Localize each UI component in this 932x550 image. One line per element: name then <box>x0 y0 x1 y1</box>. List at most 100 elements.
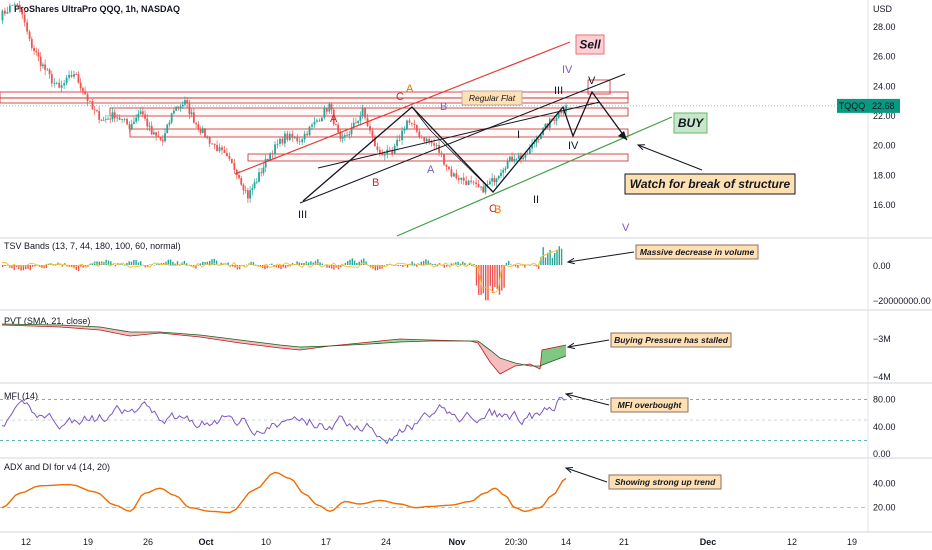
candle-body <box>274 144 276 155</box>
tsv-bar <box>521 265 524 266</box>
tsv-bar <box>229 265 232 266</box>
tsv-bar <box>395 265 397 266</box>
pvt-note-box[interactable] <box>610 332 732 348</box>
candle-body <box>153 132 155 135</box>
time-tick-label: 12 <box>787 537 797 547</box>
candle-body <box>296 137 299 142</box>
candle-body <box>383 154 386 156</box>
tsv-bar <box>215 260 218 265</box>
tsv-bar <box>434 263 436 265</box>
last-price-value: 22.68 <box>872 101 895 111</box>
tsv-bar <box>213 258 215 265</box>
tsv-bar <box>312 262 314 265</box>
candle-body <box>493 178 496 183</box>
wave-label-c: C <box>396 91 404 103</box>
regular-flat-label-box[interactable] <box>461 90 523 106</box>
candle-body <box>30 39 33 48</box>
resistance-zone[interactable] <box>0 91 629 99</box>
candle-body <box>104 119 107 120</box>
candle-body <box>369 126 371 131</box>
tsv-bar <box>287 265 289 267</box>
sell-label-box[interactable] <box>575 34 605 55</box>
candle-body <box>216 144 218 152</box>
candle-body <box>11 4 14 6</box>
tsv-bar <box>64 263 66 265</box>
candle-body <box>211 143 214 145</box>
candle-body <box>266 158 269 161</box>
adx-note-box[interactable] <box>608 474 722 490</box>
candle-body <box>371 130 374 137</box>
last-price-badge[interactable] <box>868 98 900 113</box>
candle-body <box>376 146 379 150</box>
tsv-bar <box>169 259 172 265</box>
candle-body <box>8 5 11 13</box>
price-tick-label: 28.00 <box>873 22 896 32</box>
candle-body <box>328 104 331 112</box>
pvt-fill-green-2 <box>540 345 566 369</box>
tsv-bar <box>130 261 133 265</box>
volume-note-box[interactable] <box>635 244 759 260</box>
candle-body <box>48 69 51 75</box>
candle-body <box>408 120 411 123</box>
tsv-bar <box>356 262 358 265</box>
lower-trend-line[interactable] <box>396 116 673 237</box>
tsv-bar <box>381 265 383 269</box>
candle-body <box>77 74 80 83</box>
candle-body <box>21 8 24 15</box>
resistance-zone[interactable] <box>129 128 629 138</box>
tsv-bar <box>186 263 188 265</box>
tsv-bar <box>25 265 27 270</box>
tsv-bar <box>489 265 491 286</box>
candle-body <box>201 128 204 133</box>
channel-mid-line-2[interactable] <box>317 101 601 169</box>
tsv-tick-1: −20000000.00 <box>873 296 931 306</box>
candle-body <box>398 139 401 141</box>
buy-label-box[interactable] <box>673 112 708 134</box>
upper-trend-line[interactable] <box>234 41 571 175</box>
channel-mid-line[interactable] <box>299 73 626 204</box>
tsv-bar <box>533 265 535 266</box>
target-zone[interactable] <box>587 79 611 95</box>
candle-body <box>75 74 78 76</box>
candle-body <box>251 188 254 191</box>
tsv-bar <box>252 262 255 265</box>
tsv-bar <box>363 258 365 265</box>
candle-body <box>484 184 487 193</box>
candle-body <box>308 126 311 136</box>
tsv-bar <box>519 264 521 266</box>
mfi-note-box[interactable] <box>610 397 689 413</box>
symbol-badge[interactable] <box>837 98 868 113</box>
time-tick-label: Oct <box>198 537 213 547</box>
candle-body <box>502 169 505 173</box>
candle-body <box>238 175 240 179</box>
tsv-tick-0: 0.00 <box>873 261 891 271</box>
resistance-zone[interactable] <box>0 97 629 104</box>
candle-body <box>381 152 384 156</box>
tsv-bar <box>4 265 6 266</box>
candle-body <box>555 117 558 121</box>
candle-body <box>486 184 489 185</box>
tsv-bar <box>383 265 386 266</box>
candle-body <box>96 110 98 112</box>
candle-body <box>515 158 518 160</box>
candle-body <box>199 129 202 133</box>
tsv-bar <box>197 264 199 266</box>
tsv-bar <box>551 257 554 265</box>
tsv-bar <box>199 263 202 265</box>
tsv-bar <box>404 265 406 266</box>
mfi-tick-label: 40.00 <box>873 422 896 432</box>
candle-body <box>311 124 313 127</box>
candle-body <box>553 120 556 121</box>
tsv-bar <box>73 265 75 269</box>
candle-body <box>111 112 114 120</box>
resistance-zone[interactable] <box>109 107 629 117</box>
watch-label-box[interactable] <box>624 173 796 195</box>
wave-label-iii: III <box>298 209 307 221</box>
resistance-zone[interactable] <box>247 153 629 162</box>
tsv-bar <box>351 258 353 265</box>
candle-body <box>411 122 413 124</box>
pvt-note: Buying Pressure has stalled <box>614 335 729 345</box>
tsv-bar <box>153 265 156 266</box>
tsv-bar <box>232 265 234 267</box>
